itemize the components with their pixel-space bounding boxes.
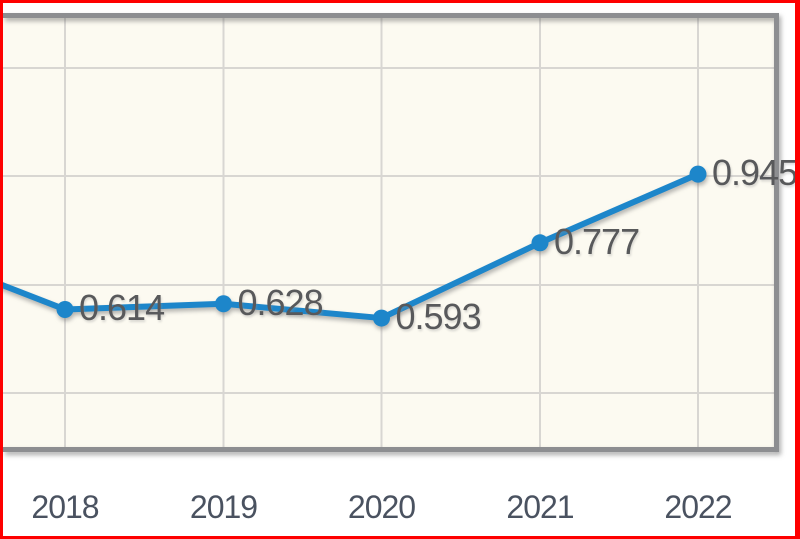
trend-line: [3, 171, 701, 322]
data-point-marker: [373, 309, 390, 327]
data-point-marker: [56, 300, 74, 318]
data-series: [3, 165, 707, 327]
x-axis-label: 2022: [664, 489, 732, 525]
x-axis-label: 2018: [31, 489, 99, 525]
x-axis-label: 2020: [347, 489, 416, 525]
data-point-marker: [689, 165, 707, 183]
x-axis-label: 2019: [189, 489, 258, 525]
plot-area: [3, 13, 779, 452]
x-axis-labels: 2018 2019 2020 2021 2022: [3, 489, 795, 529]
data-point-marker: [531, 234, 549, 252]
data-point-marker: [215, 295, 232, 313]
x-axis-label: 2021: [506, 489, 574, 525]
line-chart-svg: [3, 18, 774, 447]
